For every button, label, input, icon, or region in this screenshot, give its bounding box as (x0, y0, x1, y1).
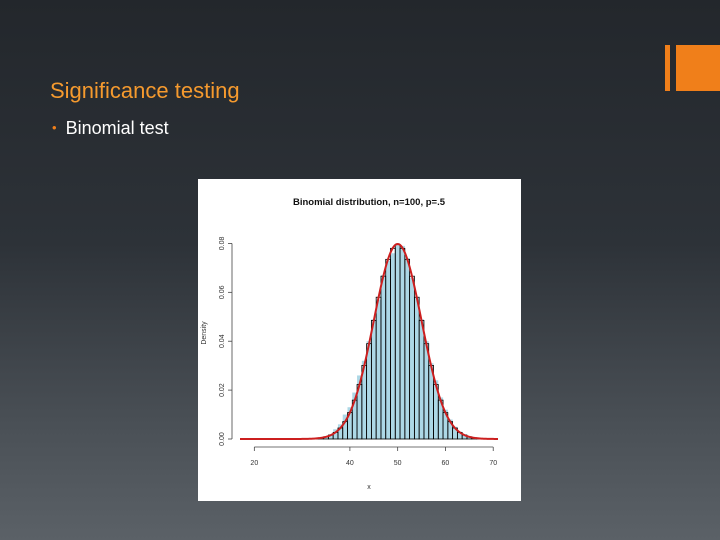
y-tick-label: 0.04 (219, 334, 226, 348)
histogram-bar (352, 392, 358, 439)
histogram-bar (376, 299, 381, 439)
x-axis: 20 40 50 60 70 (250, 446, 497, 467)
x-tick-label: 20 (250, 460, 258, 467)
density-curve (240, 242, 499, 440)
histogram-bar (400, 245, 405, 439)
bullet-item: • Binomial test (52, 118, 169, 139)
histogram-bar (433, 380, 439, 439)
y-tick-label: 0.02 (219, 383, 226, 397)
histogram-bar (333, 429, 338, 439)
x-tick-label: 40 (346, 460, 354, 467)
histogram-bar (366, 341, 372, 439)
bullet-text: Binomial test (65, 118, 169, 138)
histogram-bar (423, 341, 429, 439)
histogram-bar (390, 253, 396, 439)
x-axis-label: x (367, 484, 371, 491)
bullet-icon: • (52, 120, 57, 135)
accent-bar-thin (665, 45, 670, 91)
histogram-bar (357, 375, 362, 439)
x-tick-label: 60 (442, 460, 450, 467)
histogram-bar (347, 407, 353, 439)
y-tick-label: 0.06 (219, 285, 226, 299)
histogram-bar (457, 431, 463, 439)
slide-title: Significance testing (50, 78, 240, 103)
histogram-bar (371, 319, 377, 439)
y-axis: 0.00 0.02 0.04 0.06 0.08 (219, 237, 233, 446)
histogram-bar (419, 319, 424, 439)
histogram-bar (452, 426, 458, 439)
y-axis-label: Density (201, 321, 208, 345)
histogram-bar (409, 277, 415, 439)
histogram-bars (323, 243, 472, 439)
histogram-chart: Binomial distribution, n=100, p=.5 20 40 5… (201, 197, 499, 491)
x-tick-label: 50 (394, 460, 402, 467)
histogram-bar (337, 424, 343, 439)
histogram-bar (447, 419, 453, 439)
histogram-bar (438, 397, 444, 439)
histogram-bar (385, 260, 391, 439)
histogram-bar (342, 414, 348, 439)
histogram-bar (395, 243, 401, 439)
histogram-bar (443, 409, 448, 439)
histogram-bar (428, 363, 434, 439)
chart-panel: Binomial distribution, n=100, p=.5 20 40 5… (198, 179, 521, 501)
chart-title: Binomial distribution, n=100, p=.5 (293, 197, 446, 208)
histogram-bar (328, 434, 334, 439)
histogram-bar (404, 258, 410, 439)
histogram-bar (414, 297, 420, 439)
histogram-bar (361, 360, 367, 439)
y-tick-label: 0.08 (219, 237, 226, 251)
y-tick-label: 0.00 (219, 432, 226, 446)
accent-bar-thick (676, 45, 720, 91)
x-tick-label: 70 (489, 460, 497, 467)
histogram-bar (380, 275, 386, 439)
histogram-bar (462, 434, 467, 439)
